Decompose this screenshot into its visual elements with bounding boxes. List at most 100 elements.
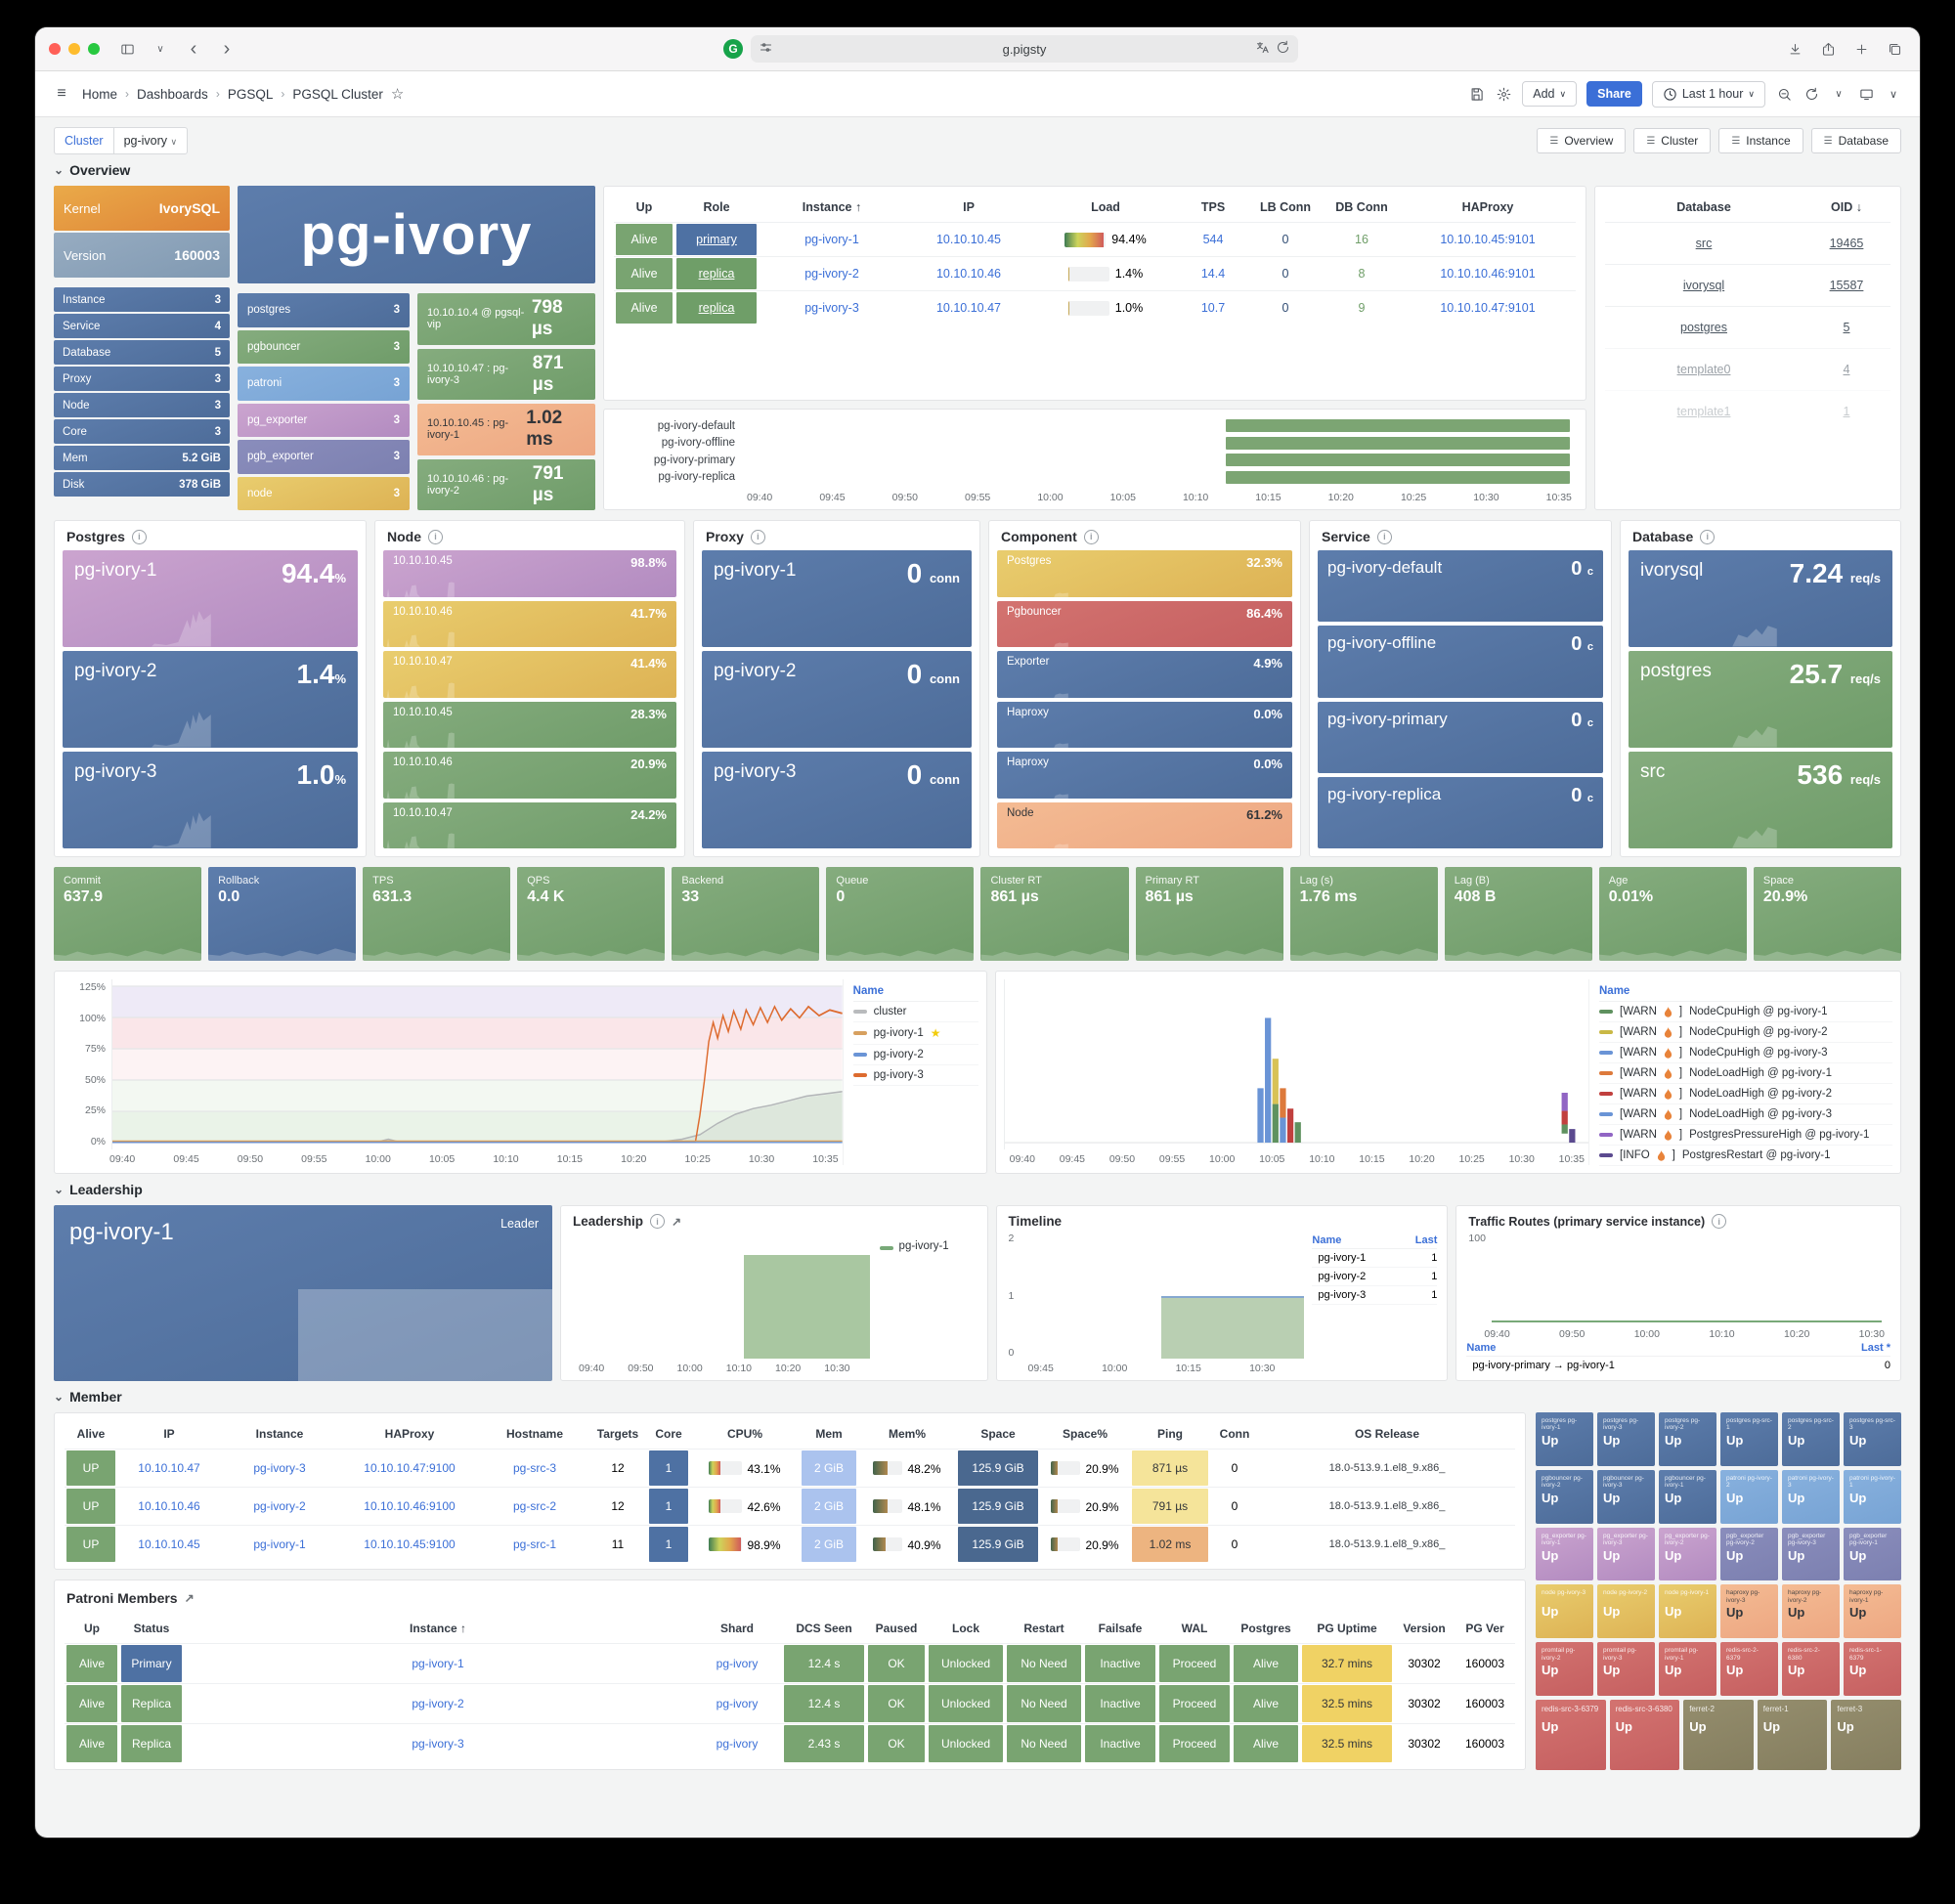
column-header[interactable]: LB Conn [1259,200,1312,214]
column-header[interactable]: HAProxy [1461,200,1514,214]
component-usage-tile[interactable]: Exporter 4.9% [997,651,1292,698]
stat-row[interactable]: Proxy 3 [54,367,230,391]
component-count-row[interactable]: node 3 [238,476,410,510]
legend-item[interactable]: pg-ivory-3 [852,1065,978,1086]
ip-link[interactable]: 10.10.10.47 [935,301,1002,315]
traffic-routes-panel[interactable]: Traffic Routes (primary service instance… [1455,1205,1901,1381]
instance-link[interactable]: pg-ivory-3 [412,1737,464,1751]
status-tile[interactable]: postgres pg-ivory-2 Up [1659,1412,1716,1466]
version-stat[interactable]: Version 160003 [54,233,230,278]
menu-icon[interactable]: ≡ [57,85,66,102]
metric-tile[interactable]: Space 20.9% [1753,867,1901,961]
column-header[interactable]: OS Release [1354,1427,1420,1441]
proxy-conn-tile[interactable]: pg-ivory-1 0 conn [702,550,972,647]
metric-tile[interactable]: Commit 637.9 [54,867,202,961]
info-icon[interactable]: i [1700,529,1716,544]
column-header[interactable]: Paused [875,1622,918,1635]
service-availability-chart[interactable]: pg-ivory-default pg-ivory-offline pg-ivo… [603,409,1586,510]
oid-link[interactable]: 19465 [1829,237,1864,250]
reload-icon[interactable] [1276,40,1290,58]
role-cell[interactable]: primary [676,224,757,255]
database-link[interactable]: postgres [1680,321,1727,334]
breadcrumb-home[interactable]: Home [82,86,118,102]
node-usage-tile[interactable]: 10.10.10.47 41.4% [383,651,676,698]
sidebar-chevron-icon[interactable]: ∨ [156,43,164,55]
status-tile[interactable]: patroni pg-ivory-1 Up [1844,1469,1901,1524]
status-tile[interactable]: promtail pg-ivory-2 Up [1536,1642,1593,1696]
column-header[interactable]: Mem% [888,1427,926,1441]
leader-tile[interactable]: pg-ivory-1 Leader [54,1205,552,1381]
save-dashboard-icon[interactable] [1467,85,1485,103]
status-tile[interactable]: pgbouncer pg-ivory-1 Up [1659,1469,1716,1524]
status-tile[interactable]: pgbouncer pg-ivory-3 Up [1597,1469,1655,1524]
leadership-legend[interactable]: pg-ivory-1 [879,1233,978,1374]
instance-link[interactable]: pg-ivory-1 [804,233,859,246]
vip-latency-tile[interactable]: 10.10.10.46 : pg-ivory-2 791 µs [417,458,595,510]
status-tile[interactable]: pgbouncer pg-ivory-2 Up [1536,1469,1593,1524]
status-tile[interactable]: redis-src-3-6379 Up [1536,1700,1606,1770]
metric-tile[interactable]: TPS 631.3 [363,867,511,961]
oid-link[interactable]: 15587 [1829,279,1864,292]
instance-link[interactable]: pg-ivory-3 [253,1461,306,1475]
hostname-link[interactable]: pg-src-3 [512,1461,556,1475]
column-header[interactable]: Ping [1157,1427,1183,1441]
metric-tile[interactable]: Lag (B) 408 B [1444,867,1592,961]
alert-legend-item[interactable]: [WARN] PostgresPressureHigh @ pg-ivory-1 [1599,1125,1892,1146]
legend-header[interactable]: Name [852,983,978,1002]
column-header[interactable]: Mem [815,1427,843,1441]
node-usage-tile[interactable]: 10.10.10.46 41.7% [383,600,676,647]
component-usage-tile[interactable]: Pgbouncer 86.4% [997,600,1292,647]
status-tile[interactable]: postgres pg-src-1 Up [1720,1412,1778,1466]
alert-legend-item[interactable]: [INFO] PostgresRestart @ pg-ivory-1 [1599,1146,1892,1166]
cluster-variable[interactable]: Cluster pg-ivory ∨ [54,127,189,154]
column-header[interactable]: Role [703,200,730,214]
leadership-chart-panel[interactable]: Leadership i ↗ 09:40 09:50 10:00 10:10 10:20 10… [560,1205,988,1381]
alert-legend-item[interactable]: [WARN] NodeLoadHigh @ pg-ivory-3 [1599,1104,1892,1125]
alerts-chart-panel[interactable]: 09:40 09:45 09:50 09:55 10:00 10:05 10:10 10:15… [994,971,1901,1174]
address-bar[interactable]: g.pigsty [751,35,1298,63]
info-icon[interactable]: i [1083,529,1099,544]
refresh-icon[interactable] [1803,85,1820,103]
column-header[interactable]: Conn [1219,1427,1250,1441]
collapse-navbar-chevron-icon[interactable]: ∨ [1889,88,1898,101]
favorite-star-icon[interactable]: ☆ [390,86,405,103]
breadcrumb-pgsql[interactable]: PGSQL [227,86,274,102]
status-tile[interactable]: postgres pg-src-3 Up [1844,1412,1901,1466]
column-header[interactable]: IP [163,1427,175,1441]
column-header[interactable]: Hostname [505,1427,563,1441]
share-icon[interactable] [1816,37,1840,61]
column-header[interactable]: TPS [1200,200,1226,214]
status-tile[interactable]: patroni pg-ivory-3 Up [1782,1469,1840,1524]
status-tile[interactable]: ferret-2 Up [1683,1700,1754,1770]
status-tile[interactable]: promtail pg-ivory-1 Up [1659,1642,1716,1696]
service-tile[interactable]: pg-ivory-replica 0 c [1318,776,1603,848]
external-link-icon[interactable]: ↗ [184,1591,195,1605]
stat-row[interactable]: Core 3 [54,419,230,444]
legend-item[interactable]: pg-ivory-1 ★ [852,1022,978,1045]
timeline-legend-item[interactable]: pg-ivory-2 1 [1312,1268,1438,1286]
haproxy-link[interactable]: 10.10.10.45:9100 [364,1537,456,1551]
ip-link[interactable]: 10.10.10.46 [138,1499,200,1513]
stat-row[interactable]: Database 5 [54,340,230,365]
ip-link[interactable]: 10.10.10.45 [138,1537,200,1551]
external-link-icon[interactable]: ↗ [672,1214,682,1229]
zoom-out-icon[interactable] [1775,85,1793,103]
alert-legend-item[interactable]: [WARN] NodeCpuHigh @ pg-ivory-1 [1599,1002,1892,1022]
downloads-icon[interactable] [1783,37,1806,61]
instance-link[interactable]: pg-ivory-3 [804,301,859,315]
instance-link[interactable]: pg-ivory-1 [253,1537,306,1551]
view-button[interactable]: ☰ Cluster [1633,128,1712,153]
close-window-button[interactable] [49,43,61,55]
status-tile[interactable]: pgb_exporter pg-ivory-3 Up [1782,1527,1840,1581]
column-header[interactable]: Instance ↑ [409,1622,467,1635]
vip-latency-tile[interactable]: 10.10.10.47 : pg-ivory-3 871 µs [417,348,595,400]
component-usage-tile[interactable]: Haproxy 0.0% [997,701,1292,748]
stat-row[interactable]: Mem 5.2 GiB [54,446,230,470]
section-member[interactable]: ⌄ Member [54,1389,122,1405]
column-header[interactable]: Instance [255,1427,304,1441]
metric-tile[interactable]: Primary RT 861 µs [1135,867,1283,961]
metric-tile[interactable]: QPS 4.4 K [517,867,666,961]
oid-link[interactable]: 4 [1843,363,1850,376]
component-count-row[interactable]: pgb_exporter 3 [238,440,410,474]
metric-tile[interactable]: Age 0.01% [1598,867,1747,961]
